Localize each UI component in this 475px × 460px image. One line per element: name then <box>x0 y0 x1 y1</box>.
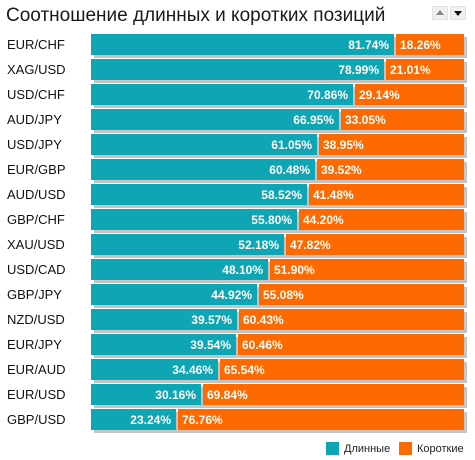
bar-short-value: 51.90% <box>274 263 315 277</box>
triangle-down-icon <box>454 11 462 16</box>
sort-descending-button[interactable] <box>450 6 466 20</box>
bar-long <box>91 59 384 80</box>
category-label: GBP/CHF <box>7 212 65 227</box>
bar-short-value: 65.54% <box>224 363 265 377</box>
bar-short <box>270 259 464 280</box>
category-label: AUD/JPY <box>7 112 62 127</box>
bar-short <box>309 184 464 205</box>
bar-long-value: 61.05% <box>271 138 312 152</box>
bar-short-value: 38.95% <box>323 138 364 152</box>
category-label: NZD/USD <box>7 312 65 327</box>
bar-long-value: 48.10% <box>222 263 263 277</box>
bar-short-value: 18.26% <box>400 38 441 52</box>
category-label: EUR/GBP <box>7 162 66 177</box>
legend-label-short: Короткие <box>417 443 464 455</box>
bar-long <box>91 334 236 355</box>
category-label: XAU/USD <box>7 237 65 252</box>
category-label: USD/CHF <box>7 87 65 102</box>
bar-long <box>91 34 394 55</box>
bar-short <box>238 334 464 355</box>
bar-short-value: 39.52% <box>321 163 362 177</box>
bar-short <box>317 159 464 180</box>
long-short-ratio-chart: EUR/CHF 81.74% 18.26% XAG/USD 78.99% 21.01% US… <box>7 34 467 433</box>
bar-short <box>299 209 464 230</box>
bar-long-value: 30.16% <box>155 388 196 402</box>
legend-swatch-long <box>326 442 339 455</box>
bar-long <box>91 259 268 280</box>
bar-short-value: 76.76% <box>182 413 223 427</box>
bar-long-value: 78.99% <box>338 63 379 77</box>
bar-long <box>91 284 257 305</box>
category-label: EUR/USD <box>7 387 66 402</box>
bar-long-value: 60.48% <box>269 163 310 177</box>
bar-short-value: 55.08% <box>263 288 304 302</box>
bar-long-value: 44.92% <box>211 288 252 302</box>
bar-long-value: 23.24% <box>130 413 171 427</box>
bar-short <box>259 284 464 305</box>
bar-short-value: 44.20% <box>303 213 344 227</box>
bar-short <box>203 384 464 405</box>
category-label: USD/JPY <box>7 137 62 152</box>
bar-long <box>91 209 297 230</box>
bar-long-value: 70.86% <box>307 88 348 102</box>
legend-label-long: Длинные <box>344 443 391 455</box>
category-label: EUR/JPY <box>7 337 62 352</box>
bar-short <box>239 309 464 330</box>
bar-short-value: 47.82% <box>290 238 331 252</box>
bar-long <box>91 234 284 255</box>
bar-short <box>396 34 464 55</box>
bar-long <box>91 409 176 430</box>
bar-short <box>386 59 464 80</box>
bar-long <box>91 384 201 405</box>
bar-long-value: 39.54% <box>190 338 231 352</box>
bar-long <box>91 84 353 105</box>
bar-long-value: 39.57% <box>191 313 232 327</box>
bar-short <box>341 109 464 130</box>
bar-long <box>91 159 315 180</box>
bar-long-value: 81.74% <box>348 38 389 52</box>
bar-long-value: 34.46% <box>172 363 213 377</box>
category-label: GBP/JPY <box>7 287 62 302</box>
bar-long <box>91 134 317 155</box>
bar-long <box>91 184 307 205</box>
bar-short-value: 60.46% <box>242 338 283 352</box>
triangle-up-icon <box>436 10 444 15</box>
bar-long-value: 52.18% <box>238 238 279 252</box>
category-label: USD/CAD <box>7 262 66 277</box>
sort-ascending-button[interactable] <box>432 6 448 20</box>
bar-short-value: 21.01% <box>390 63 431 77</box>
category-label: GBP/USD <box>7 412 66 427</box>
bar-short-value: 60.43% <box>243 313 284 327</box>
bar-short <box>286 234 464 255</box>
bar-short <box>220 359 464 380</box>
bar-short-value: 69.84% <box>207 388 248 402</box>
bar-long <box>91 109 339 130</box>
bar-short <box>178 409 464 430</box>
bar-short-value: 41.48% <box>313 188 354 202</box>
bar-long-value: 66.95% <box>293 113 334 127</box>
legend-swatch-short <box>399 442 412 455</box>
sort-controls <box>432 6 466 20</box>
bar-short <box>319 134 464 155</box>
bar-long-value: 55.80% <box>251 213 292 227</box>
bar-short-value: 29.14% <box>359 88 400 102</box>
category-label: EUR/AUD <box>7 362 66 377</box>
bar-long-value: 58.52% <box>261 188 302 202</box>
bar-long <box>91 309 237 330</box>
bar-long <box>91 359 218 380</box>
category-label: XAG/USD <box>7 62 66 77</box>
category-label: AUD/USD <box>7 187 66 202</box>
bar-short-value: 33.05% <box>345 113 386 127</box>
bar-short <box>355 84 464 105</box>
category-label: EUR/CHF <box>7 37 65 52</box>
chart-title: Соотношение длинных и коротких позиций <box>6 5 386 26</box>
